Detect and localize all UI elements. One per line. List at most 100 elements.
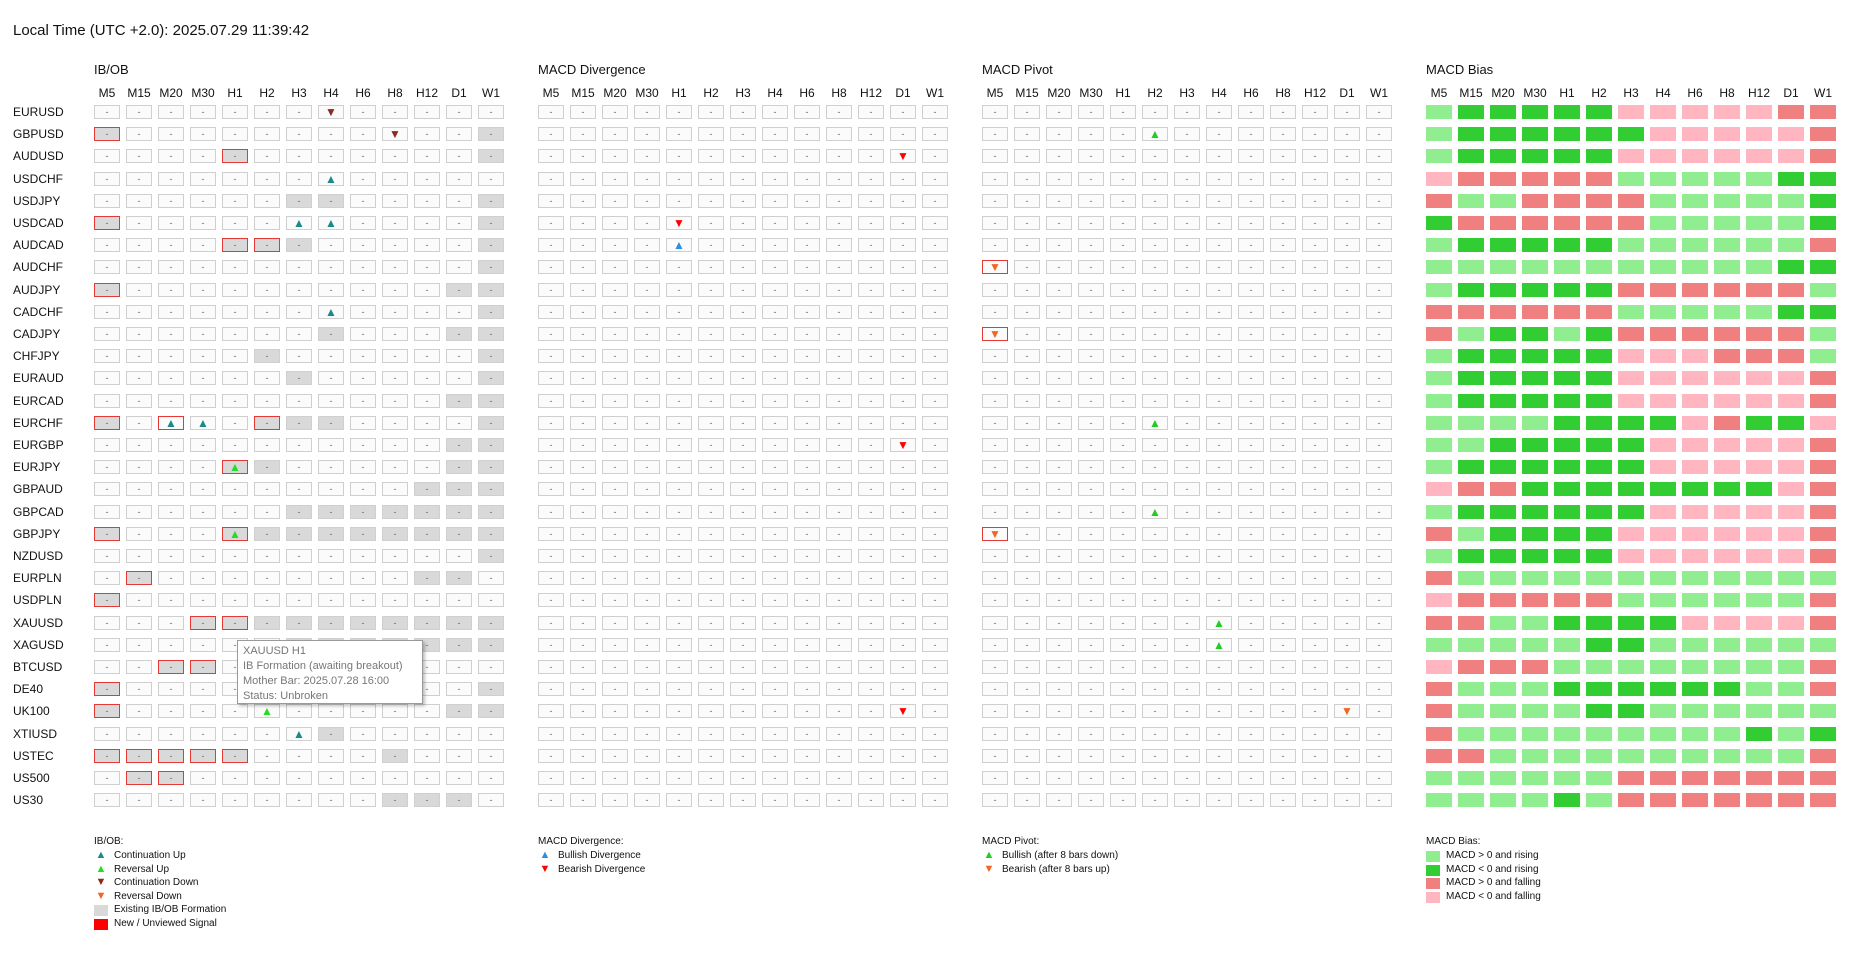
pivot-cell[interactable]: - — [1046, 593, 1072, 608]
pivot-cell[interactable]: - — [982, 393, 1008, 408]
divergence-cell[interactable]: - — [762, 149, 788, 164]
bias-cell[interactable] — [1714, 593, 1740, 608]
divergence-cell[interactable]: - — [602, 193, 628, 208]
bias-cell[interactable] — [1746, 127, 1772, 142]
divergence-cell[interactable]: - — [538, 615, 564, 630]
ibob-cell[interactable]: - — [222, 415, 248, 430]
bias-cell[interactable] — [1522, 704, 1548, 719]
divergence-cell[interactable]: - — [570, 415, 596, 430]
ibob-cell[interactable]: - — [158, 615, 184, 630]
pivot-cell[interactable]: - — [1238, 238, 1264, 253]
pivot-cell[interactable]: - — [1334, 682, 1360, 697]
ibob-cell[interactable]: - — [414, 304, 440, 319]
divergence-cell[interactable]: - — [698, 637, 724, 652]
bias-cell[interactable] — [1426, 193, 1452, 208]
bias-cell[interactable] — [1650, 748, 1676, 763]
divergence-cell[interactable]: - — [634, 571, 660, 586]
bias-cell[interactable] — [1426, 304, 1452, 319]
ibob-cell[interactable]: - — [318, 415, 344, 430]
bias-cell[interactable] — [1714, 216, 1740, 230]
divergence-cell[interactable]: - — [762, 304, 788, 319]
ibob-cell[interactable]: - — [382, 415, 408, 430]
pivot-cell[interactable]: - — [982, 149, 1008, 164]
divergence-cell[interactable]: - — [538, 593, 564, 608]
ibob-cell[interactable]: - — [94, 171, 120, 186]
divergence-cell[interactable]: - — [762, 105, 788, 119]
ibob-cell[interactable]: - — [478, 238, 504, 253]
divergence-cell[interactable]: - — [858, 327, 884, 341]
divergence-cell[interactable]: - — [634, 460, 660, 475]
bias-cell[interactable] — [1650, 260, 1676, 275]
pivot-cell[interactable]: - — [1366, 238, 1392, 253]
divergence-cell[interactable]: - — [538, 704, 564, 719]
divergence-cell[interactable]: - — [538, 105, 564, 119]
pivot-cell[interactable]: - — [1270, 282, 1296, 297]
ibob-cell[interactable]: - — [126, 460, 152, 475]
pivot-cell[interactable]: - — [1142, 460, 1168, 475]
pivot-cell[interactable]: - — [1334, 460, 1360, 475]
ibob-cell[interactable]: - — [478, 593, 504, 608]
bias-cell[interactable] — [1458, 637, 1484, 652]
bias-cell[interactable] — [1490, 304, 1516, 319]
ibob-cell[interactable]: - — [382, 393, 408, 408]
ibob-cell[interactable]: - — [158, 304, 184, 319]
ibob-cell[interactable]: - — [126, 327, 152, 341]
bias-cell[interactable] — [1714, 660, 1740, 674]
ibob-cell[interactable]: - — [286, 282, 312, 297]
bias-cell[interactable] — [1522, 460, 1548, 475]
ibob-cell[interactable]: - — [126, 482, 152, 497]
ibob-cell[interactable]: - — [318, 327, 344, 341]
divergence-cell[interactable]: - — [570, 660, 596, 674]
ibob-cell[interactable]: - — [94, 637, 120, 652]
ibob-cell[interactable]: - — [350, 282, 376, 297]
divergence-cell[interactable]: - — [570, 504, 596, 519]
ibob-cell[interactable]: - — [318, 704, 344, 719]
pivot-cell[interactable]: - — [1110, 105, 1136, 119]
ibob-cell[interactable]: - — [350, 615, 376, 630]
pivot-cell[interactable]: - — [1206, 504, 1232, 519]
ibob-cell[interactable]: - — [286, 238, 312, 253]
pivot-cell[interactable]: - — [1174, 193, 1200, 208]
divergence-cell[interactable]: - — [538, 482, 564, 497]
divergence-cell[interactable]: - — [634, 171, 660, 186]
ibob-cell[interactable]: - — [286, 504, 312, 519]
bias-cell[interactable] — [1426, 748, 1452, 763]
pivot-cell[interactable]: - — [1334, 571, 1360, 586]
pivot-cell[interactable]: - — [1046, 393, 1072, 408]
pivot-cell[interactable]: - — [1014, 216, 1040, 230]
bias-cell[interactable] — [1426, 660, 1452, 674]
bias-cell[interactable] — [1522, 193, 1548, 208]
ibob-cell[interactable]: - — [478, 260, 504, 275]
pivot-cell[interactable]: - — [1078, 260, 1104, 275]
bias-cell[interactable] — [1458, 238, 1484, 253]
bias-cell[interactable] — [1810, 216, 1836, 230]
divergence-cell[interactable]: - — [826, 216, 852, 230]
pivot-cell[interactable]: - — [1142, 748, 1168, 763]
ibob-cell[interactable]: - — [446, 393, 472, 408]
ibob-cell[interactable]: - — [478, 127, 504, 142]
bias-cell[interactable] — [1490, 393, 1516, 408]
ibob-cell[interactable]: - — [478, 171, 504, 186]
divergence-cell[interactable]: - — [666, 593, 692, 608]
pivot-cell[interactable]: - — [1110, 704, 1136, 719]
ibob-cell[interactable]: - — [222, 615, 248, 630]
ibob-cell[interactable]: ▲ — [190, 415, 216, 430]
divergence-cell[interactable]: - — [826, 726, 852, 741]
ibob-cell[interactable]: - — [286, 438, 312, 452]
divergence-cell[interactable]: - — [634, 704, 660, 719]
ibob-cell[interactable]: - — [478, 149, 504, 164]
ibob-cell[interactable]: - — [222, 304, 248, 319]
divergence-cell[interactable]: - — [794, 149, 820, 164]
ibob-cell[interactable]: - — [478, 771, 504, 785]
bias-cell[interactable] — [1554, 327, 1580, 341]
bias-cell[interactable] — [1714, 615, 1740, 630]
bias-cell[interactable] — [1554, 304, 1580, 319]
ibob-cell[interactable]: - — [414, 238, 440, 253]
pivot-cell[interactable]: - — [1110, 682, 1136, 697]
bias-cell[interactable] — [1458, 371, 1484, 386]
bias-cell[interactable] — [1554, 216, 1580, 230]
ibob-cell[interactable]: - — [94, 571, 120, 586]
pivot-cell[interactable]: - — [982, 726, 1008, 741]
bias-cell[interactable] — [1458, 726, 1484, 741]
pivot-cell[interactable]: - — [982, 748, 1008, 763]
